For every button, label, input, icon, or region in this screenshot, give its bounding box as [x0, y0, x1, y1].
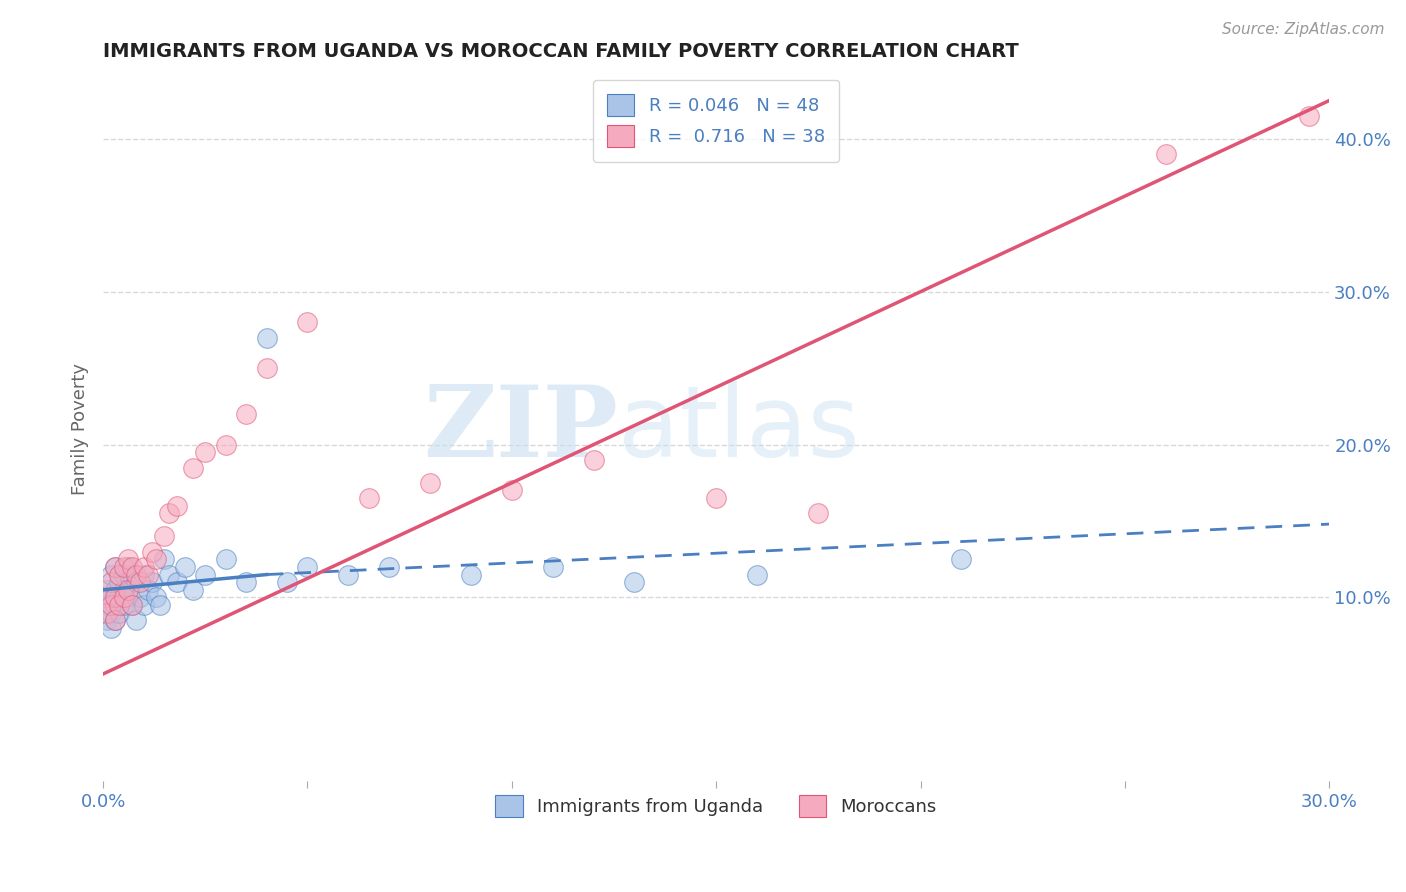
Point — [121, 560, 143, 574]
Text: IMMIGRANTS FROM UGANDA VS MOROCCAN FAMILY POVERTY CORRELATION CHART: IMMIGRANTS FROM UGANDA VS MOROCCAN FAMIL… — [103, 42, 1019, 61]
Point — [117, 591, 139, 605]
Point — [108, 575, 131, 590]
Point — [501, 483, 523, 498]
Point — [96, 591, 118, 605]
Point — [108, 591, 131, 605]
Point — [96, 606, 118, 620]
Point — [112, 567, 135, 582]
Point — [149, 598, 172, 612]
Point — [166, 499, 188, 513]
Text: ZIP: ZIP — [423, 381, 619, 478]
Point — [100, 598, 122, 612]
Point — [100, 567, 122, 582]
Point — [100, 591, 122, 605]
Point — [541, 560, 564, 574]
Point — [125, 575, 148, 590]
Point — [96, 614, 118, 628]
Point — [141, 544, 163, 558]
Point — [1298, 109, 1320, 123]
Point — [100, 606, 122, 620]
Point — [104, 560, 127, 574]
Point — [950, 552, 973, 566]
Point — [112, 582, 135, 597]
Point — [256, 330, 278, 344]
Point — [136, 582, 159, 597]
Point — [117, 560, 139, 574]
Point — [141, 575, 163, 590]
Point — [117, 552, 139, 566]
Text: Source: ZipAtlas.com: Source: ZipAtlas.com — [1222, 22, 1385, 37]
Point — [132, 598, 155, 612]
Point — [1154, 147, 1177, 161]
Point — [256, 361, 278, 376]
Point — [108, 606, 131, 620]
Point — [460, 567, 482, 582]
Point — [337, 567, 360, 582]
Point — [112, 598, 135, 612]
Point — [704, 491, 727, 505]
Point — [153, 529, 176, 543]
Point — [235, 407, 257, 421]
Point — [108, 567, 131, 582]
Text: atlas: atlas — [619, 381, 859, 478]
Point — [132, 567, 155, 582]
Point — [104, 560, 127, 574]
Point — [153, 552, 176, 566]
Point — [108, 598, 131, 612]
Point — [104, 614, 127, 628]
Point — [104, 591, 127, 605]
Point — [276, 575, 298, 590]
Point — [419, 475, 441, 490]
Point — [166, 575, 188, 590]
Point — [623, 575, 645, 590]
Point — [121, 598, 143, 612]
Point — [145, 591, 167, 605]
Legend: Immigrants from Uganda, Moroccans: Immigrants from Uganda, Moroccans — [488, 789, 945, 825]
Point — [104, 614, 127, 628]
Point — [215, 552, 238, 566]
Point — [173, 560, 195, 574]
Point — [235, 575, 257, 590]
Point — [117, 582, 139, 597]
Point — [96, 582, 118, 597]
Y-axis label: Family Poverty: Family Poverty — [72, 363, 89, 495]
Point — [100, 575, 122, 590]
Point — [745, 567, 768, 582]
Point — [125, 614, 148, 628]
Point — [378, 560, 401, 574]
Point — [132, 560, 155, 574]
Point — [807, 507, 830, 521]
Point — [157, 567, 180, 582]
Point — [100, 621, 122, 635]
Point — [112, 560, 135, 574]
Point — [129, 575, 152, 590]
Point — [297, 560, 319, 574]
Point — [181, 582, 204, 597]
Point — [582, 453, 605, 467]
Point — [112, 591, 135, 605]
Point — [121, 598, 143, 612]
Point — [136, 567, 159, 582]
Point — [157, 507, 180, 521]
Point — [181, 460, 204, 475]
Point — [194, 567, 217, 582]
Point — [194, 445, 217, 459]
Point — [357, 491, 380, 505]
Point — [96, 598, 118, 612]
Point — [297, 315, 319, 329]
Point — [104, 598, 127, 612]
Point — [125, 567, 148, 582]
Point — [121, 567, 143, 582]
Point — [145, 552, 167, 566]
Point — [104, 582, 127, 597]
Point — [129, 591, 152, 605]
Point — [215, 437, 238, 451]
